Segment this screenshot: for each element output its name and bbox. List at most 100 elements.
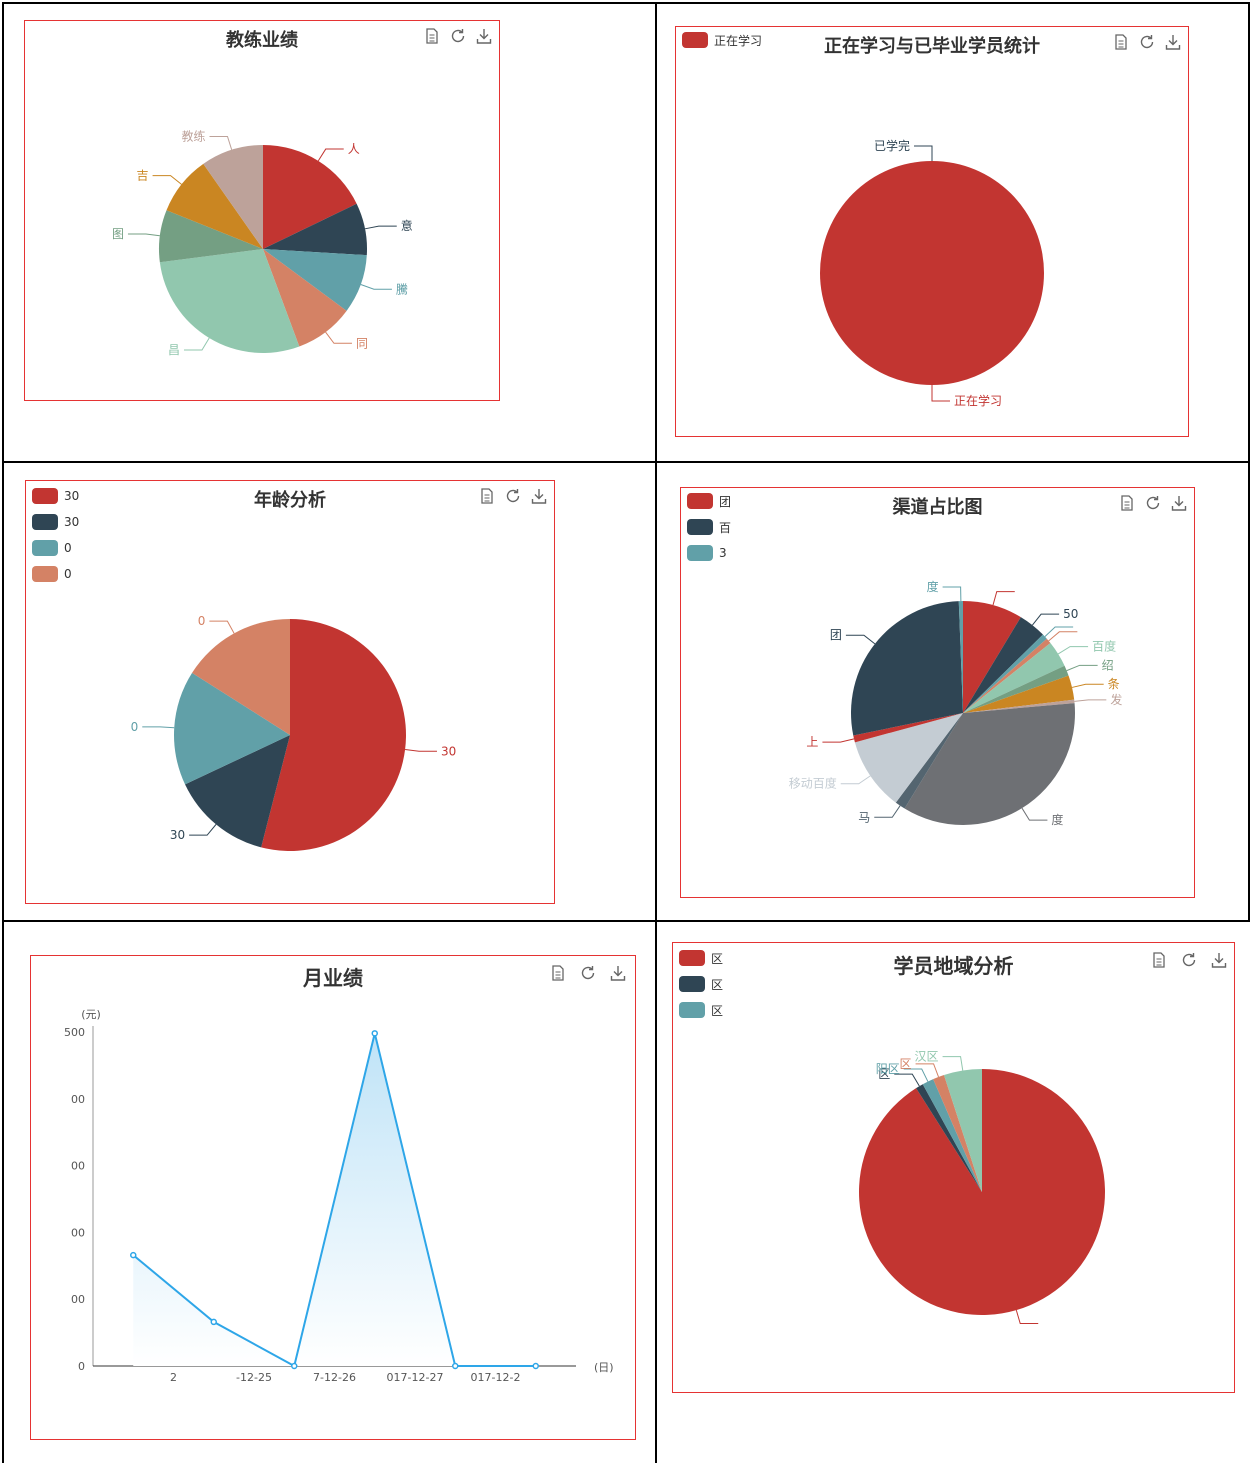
pie-slice[interactable]: [166, 163, 263, 249]
pie-slice[interactable]: [185, 735, 290, 848]
data-point[interactable]: [371, 1030, 378, 1037]
data-point[interactable]: [452, 1362, 459, 1370]
pie-slice[interactable]: [159, 210, 263, 263]
download-icon[interactable]: [609, 964, 627, 982]
pie-slice[interactable]: [854, 713, 963, 803]
pie-slice[interactable]: [851, 601, 963, 736]
restore-icon[interactable]: [1144, 494, 1162, 512]
pie-slice[interactable]: [933, 1075, 982, 1192]
y-tick-label: 0: [78, 1360, 85, 1373]
legend-item[interactable]: 区: [679, 945, 723, 971]
pie-label: 绍: [1102, 658, 1114, 672]
restore-icon[interactable]: [1138, 33, 1156, 51]
pie-label-line: [992, 591, 1015, 606]
pie-slice[interactable]: [958, 601, 963, 713]
pie-slice[interactable]: [174, 672, 290, 785]
legend-label: 百: [719, 520, 732, 535]
pie-label: 教练: [181, 128, 205, 143]
pie-slice[interactable]: [963, 617, 1043, 713]
restore-icon[interactable]: [1180, 951, 1198, 969]
pie-slice[interactable]: [963, 643, 1065, 713]
download-icon[interactable]: [530, 487, 548, 505]
pie-slice[interactable]: [263, 203, 367, 256]
pie-slice[interactable]: [820, 161, 1044, 385]
pie-label-line: [152, 175, 182, 185]
pie-slice[interactable]: [263, 145, 357, 249]
pie-label-line: [183, 337, 210, 351]
region-analysis-panel: 学员地域分析 区区区 区阳区区汉区: [672, 942, 1235, 1393]
data-view-icon[interactable]: [1118, 494, 1136, 512]
legend-item[interactable]: 团: [687, 488, 731, 514]
y-tick-label: 500: [64, 1026, 85, 1039]
pie-label: 0: [131, 720, 139, 734]
pie-label-line: [903, 1068, 929, 1082]
pie-slice[interactable]: [963, 601, 1021, 713]
pie-slice[interactable]: [192, 619, 290, 735]
pie-label-line: [317, 148, 344, 162]
data-view-icon[interactable]: [1112, 33, 1130, 51]
legend-item[interactable]: 正在学习: [682, 27, 762, 53]
pie-slice[interactable]: [203, 145, 263, 249]
legend-label: 30: [64, 515, 80, 529]
restore-icon[interactable]: [504, 487, 522, 505]
legend-item[interactable]: 0: [32, 535, 79, 561]
data-view-icon[interactable]: [1150, 951, 1168, 969]
region-pie-chart: 区阳区 区汉区: [859, 1050, 1105, 1325]
download-icon[interactable]: [1210, 951, 1228, 969]
pie-slice[interactable]: [943, 1069, 982, 1192]
chart-title: 年龄分析: [254, 490, 326, 511]
pie-slice[interactable]: [263, 249, 347, 347]
pie-slice[interactable]: [261, 619, 406, 851]
pie-slice[interactable]: [963, 665, 1069, 713]
legend-item[interactable]: 3: [687, 540, 731, 566]
pie-slice[interactable]: [895, 713, 963, 809]
legend-item[interactable]: 30: [32, 483, 79, 509]
legend-label: 3: [719, 546, 727, 560]
monthly-performance-panel: 月业绩 0 00 00 00 00 500 (元) (日) 2 -12-25 7-12-26 017-…: [30, 955, 636, 1440]
restore-icon[interactable]: [579, 964, 597, 982]
legend-item[interactable]: 0: [32, 561, 79, 587]
legend-label: 正在学习: [714, 33, 763, 48]
data-point[interactable]: [130, 1251, 137, 1259]
line-area: [133, 1033, 536, 1366]
data-point[interactable]: [291, 1362, 298, 1370]
x-tick-label: -12-25: [236, 1371, 272, 1384]
chart-title: 教练业绩: [226, 30, 298, 51]
legend-item[interactable]: 区: [679, 971, 723, 997]
legend-label: 0: [64, 567, 72, 581]
data-point[interactable]: [210, 1318, 217, 1326]
pie-label: 条: [1108, 677, 1120, 691]
pie-slice[interactable]: [963, 675, 1075, 713]
pie-label: 吉: [137, 169, 149, 183]
data-view-icon[interactable]: [478, 487, 496, 505]
download-icon[interactable]: [1164, 33, 1182, 51]
pie-slice[interactable]: [904, 703, 1075, 825]
pie-label-line: [942, 586, 962, 602]
y-tick-label: 00: [71, 1226, 85, 1239]
data-point[interactable]: [532, 1362, 539, 1370]
data-view-icon[interactable]: [423, 27, 441, 45]
pie-label-line: [914, 145, 933, 161]
data-view-icon[interactable]: [549, 964, 567, 982]
pie-slice[interactable]: [922, 1079, 982, 1192]
pie-slice[interactable]: [963, 634, 1047, 713]
pie-slice[interactable]: [853, 713, 963, 743]
y-tick-label: 00: [71, 1160, 85, 1173]
restore-icon[interactable]: [449, 27, 467, 45]
legend-swatch: [679, 950, 705, 966]
pie-slice[interactable]: [963, 638, 1051, 713]
coach-performance-panel: 教练业绩 人意騰同昌 图 吉 教练: [24, 20, 500, 401]
legend-item[interactable]: 区: [679, 997, 723, 1023]
pie-label: 移动百度: [789, 776, 837, 791]
download-icon[interactable]: [475, 27, 493, 45]
download-icon[interactable]: [1170, 494, 1188, 512]
pie-slice[interactable]: [916, 1084, 982, 1192]
pie-slice[interactable]: [263, 249, 367, 311]
pie-slice[interactable]: [159, 249, 300, 353]
pie-label-line: [1071, 683, 1104, 688]
legend-swatch: [32, 514, 58, 530]
legend-item[interactable]: 30: [32, 509, 79, 535]
pie-label: 50: [1063, 607, 1078, 621]
legend-item[interactable]: 百: [687, 514, 731, 540]
pie-slice[interactable]: [963, 699, 1075, 713]
